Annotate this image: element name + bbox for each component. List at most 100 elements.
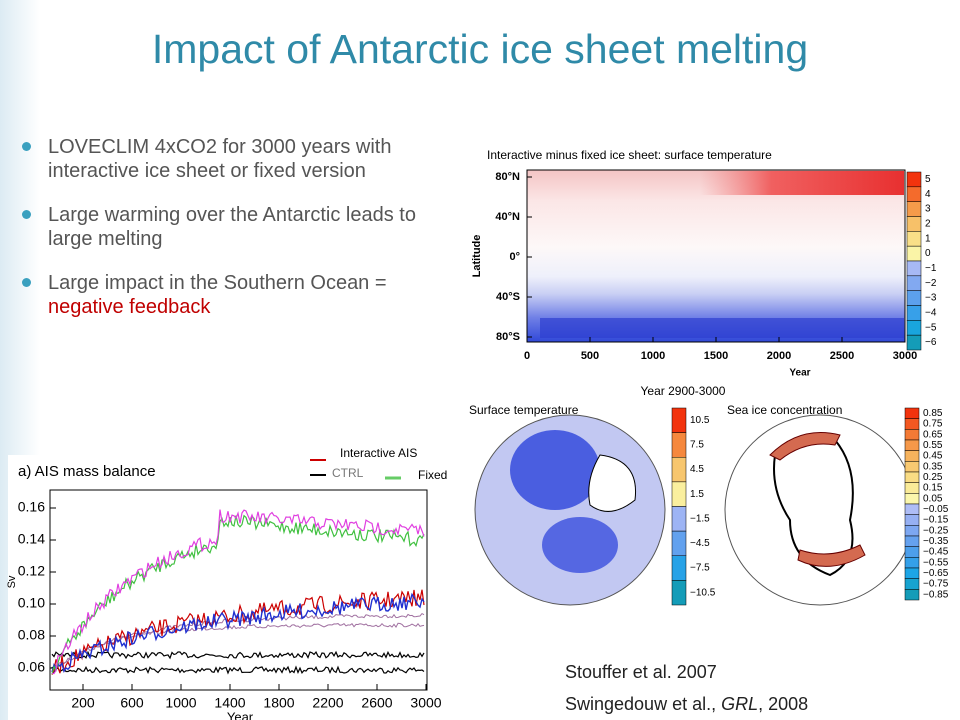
- references: Stouffer et al. 2007 Swingedouw et al., …: [565, 656, 808, 720]
- colorbar-cell: [906, 275, 922, 291]
- colorbar-cell: [906, 216, 922, 232]
- reference: Stouffer et al. 2007: [565, 662, 717, 682]
- colorbar-cell: [906, 231, 922, 247]
- journal: GRL: [721, 694, 759, 714]
- reference-text: Swingedouw et al.,: [565, 694, 722, 714]
- label: 600: [120, 695, 144, 711]
- label: 0.55: [923, 440, 943, 451]
- colorbar-cell: [904, 514, 920, 526]
- label: 1000: [641, 350, 665, 362]
- bullet-text: Large impact in the Southern Ocean =: [48, 272, 387, 294]
- label: 2: [925, 219, 931, 230]
- label: 5: [925, 174, 931, 185]
- model-curve: [51, 650, 425, 660]
- label: 1400: [214, 695, 245, 711]
- heatmap-warm-band: [700, 171, 904, 195]
- label: 0: [925, 248, 931, 259]
- label: Fixed: [418, 468, 447, 482]
- colorbar-cell: [904, 578, 920, 590]
- colorbar-cell: [904, 439, 920, 451]
- label: 0.10: [18, 595, 45, 611]
- label: −4: [925, 308, 937, 319]
- label: 40°N: [495, 211, 520, 223]
- label: 1000: [165, 695, 196, 711]
- figure-background: [8, 455, 430, 720]
- label: −0.05: [923, 504, 949, 515]
- highlight: negative feedback: [48, 296, 211, 318]
- label: 3: [925, 204, 931, 215]
- model-curve: [51, 665, 425, 675]
- label: Sv: [6, 575, 18, 588]
- label: −0.35: [923, 536, 949, 547]
- colorbar-cell: [906, 186, 922, 202]
- colorbar-cell: [671, 580, 687, 606]
- colorbar-cell: [904, 407, 920, 419]
- label: 0.35: [923, 461, 943, 472]
- colorbar-cell: [904, 482, 920, 494]
- label: 1800: [263, 695, 294, 711]
- label: 0: [524, 350, 530, 362]
- heatmap: [526, 169, 906, 343]
- colorbar-cell: [904, 557, 920, 569]
- label: 2600: [361, 695, 392, 711]
- colorbar-cell: [904, 567, 920, 579]
- model-curve: [51, 612, 425, 673]
- label: −0.75: [923, 579, 949, 590]
- bullet: Large warming over the Antarctic leads t…: [20, 203, 450, 251]
- label: −5: [925, 322, 937, 333]
- label: −4.5: [690, 538, 710, 549]
- bullet-text: LOVECLIM 4xCO2 for 3000 years with inter…: [48, 136, 392, 182]
- label: 0.12: [18, 563, 45, 579]
- colorbar-cell: [904, 493, 920, 505]
- label: 0.06: [18, 659, 45, 675]
- colorbar-cell: [906, 320, 922, 336]
- label: 10.5: [690, 415, 710, 426]
- label: 1: [925, 233, 931, 244]
- label: 40°S: [496, 291, 520, 303]
- label: 80°N: [495, 171, 520, 183]
- bullet-text: Large warming over the Antarctic leads t…: [48, 204, 416, 250]
- label: −0.45: [923, 547, 949, 558]
- colorbar-cell: [671, 506, 687, 532]
- colorbar-cell: [904, 418, 920, 430]
- label: −0.65: [923, 568, 949, 579]
- label: Latitude: [471, 235, 483, 278]
- colorbar-cell: [671, 432, 687, 458]
- sea-ice-anomaly: [769, 432, 841, 461]
- colorbar-cell: [906, 260, 922, 277]
- colorbar-cell: [904, 461, 920, 473]
- label: −2: [925, 278, 937, 289]
- label: −10.5: [690, 587, 716, 598]
- label: 3000: [893, 350, 917, 362]
- colorbar-cell: [671, 407, 687, 433]
- colorbar-cell: [906, 245, 922, 262]
- colorbar-cell: [906, 201, 922, 217]
- model-curve: [51, 509, 425, 675]
- colorbar-cell: [671, 481, 687, 507]
- bullet: Large impact in the Southern Ocean = neg…: [20, 271, 450, 319]
- colorbar-cell: [671, 457, 687, 483]
- label: −0.15: [923, 515, 949, 526]
- colorbar-cell: [904, 589, 920, 601]
- label: 0.05: [923, 493, 943, 504]
- sea-ice-anomaly: [797, 544, 866, 567]
- label: 4.5: [690, 464, 704, 475]
- label: −1: [925, 263, 937, 274]
- colorbar-cell: [906, 171, 922, 188]
- model-curve: [51, 514, 425, 675]
- colorbar-cell: [906, 305, 922, 321]
- label: a) AIS mass balance: [18, 463, 156, 480]
- map-anomaly: [542, 517, 618, 573]
- reference-text: , 2008: [758, 694, 809, 714]
- bullet-list: LOVECLIM 4xCO2 for 3000 years with inter…: [20, 135, 450, 339]
- slide-title: Impact of Antarctic ice sheet melting: [151, 26, 809, 72]
- colorbar-cell: [904, 471, 920, 483]
- bullet: LOVECLIM 4xCO2 for 3000 years with inter…: [20, 135, 450, 183]
- colorbar-cell: [904, 429, 920, 441]
- label: Interactive minus fixed ice sheet: surfa…: [487, 148, 772, 162]
- label: −7.5: [690, 563, 710, 574]
- colorbar-cell: [904, 535, 920, 547]
- label: −3: [925, 293, 937, 304]
- colorbar-cell: [904, 546, 920, 558]
